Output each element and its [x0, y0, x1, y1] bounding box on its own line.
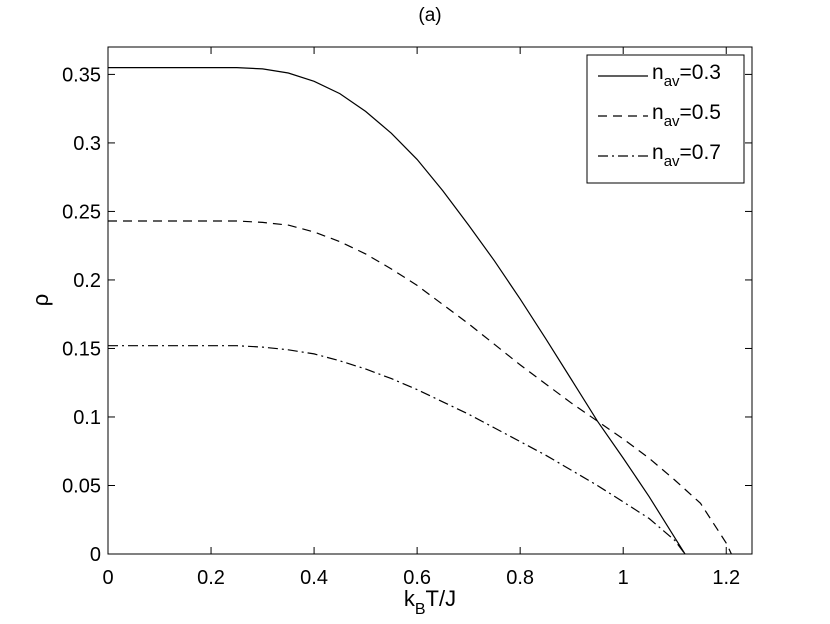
x-tick-label: 0.8	[506, 567, 534, 589]
series-line-2	[108, 220, 732, 555]
chart-title: (a)	[418, 5, 441, 26]
x-tick-label: 1.2	[712, 567, 740, 589]
x-tick-label: 0.6	[403, 567, 431, 589]
y-axis-label: ρ	[28, 294, 53, 307]
series-line-3	[108, 345, 686, 555]
y-tick-label: 0.25	[62, 201, 101, 223]
x-tick-label: 1	[618, 567, 629, 589]
legend-label-3: nav=0.7	[652, 141, 721, 170]
x-tick-label: 0	[102, 567, 113, 589]
y-tick-label: 0.35	[62, 64, 101, 86]
legend: nav=0.3 nav=0.5 nav=0.7	[586, 54, 745, 184]
y-tick-label: 0.1	[73, 407, 101, 429]
legend-label-2: nav=0.5	[652, 101, 721, 130]
y-tick-label: 0.15	[62, 338, 101, 360]
series-line-1	[108, 66, 686, 555]
y-tick-label: 0.3	[73, 133, 101, 155]
legend-label-1: nav=0.3	[652, 61, 721, 90]
x-tick-label: 0.2	[197, 567, 225, 589]
y-tick-label: 0.2	[73, 270, 101, 292]
y-tick-label: 0	[90, 544, 101, 566]
y-tick-label: 0.05	[62, 475, 101, 497]
x-tick-label: 0.4	[300, 567, 328, 589]
x-axis-label: kBT/J	[404, 586, 456, 618]
